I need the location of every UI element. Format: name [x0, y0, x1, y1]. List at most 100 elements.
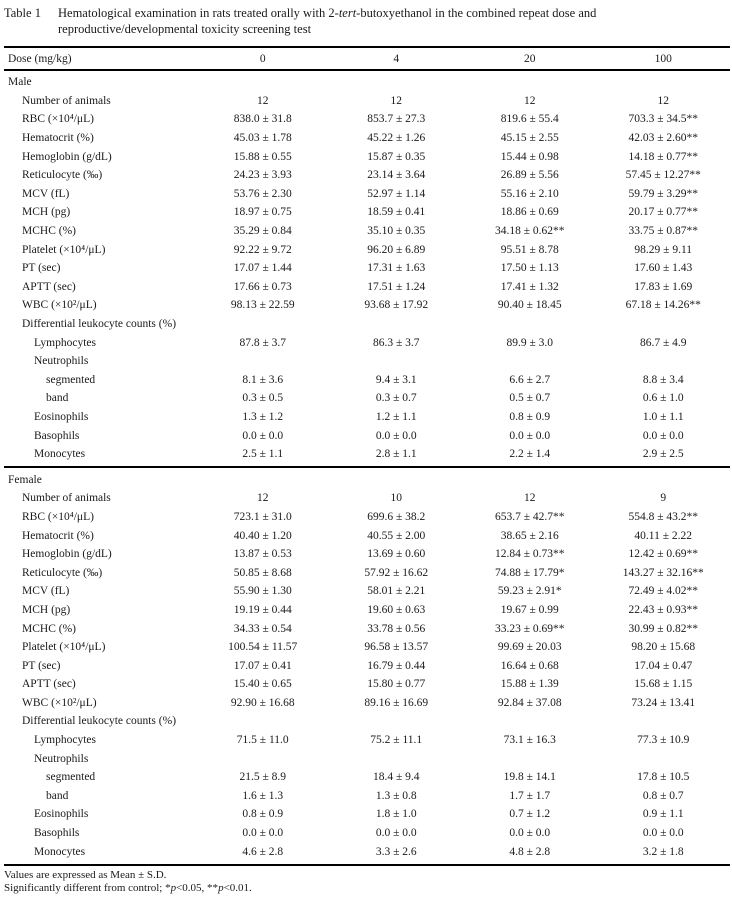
cell-value: 0.0 ± 0.0	[642, 827, 684, 840]
table-row: Reticulocyte (‰) 50.85 ± 8.68 57.92 ± 16.6…	[4, 563, 730, 582]
row-label: PT (sec)	[22, 659, 61, 672]
section-name: Female	[8, 473, 42, 486]
row-label: RBC (×10⁴/μL)	[22, 113, 94, 126]
section-male: Male Number of animals 12 12 12 12 RBC (×10⁴/μ…	[4, 71, 730, 466]
table-row: MCV (fL) 55.90 ± 1.30 58.01 ± 2.21 59.23 ± …	[4, 582, 730, 601]
cell-value: 92.90 ± 16.68	[230, 696, 295, 709]
cell-value: 75.2 ± 11.1	[370, 734, 423, 747]
cell-value: 38.65 ± 2.16	[500, 529, 559, 542]
title-text-post: -butoxyethanol in the combined repeat do…	[58, 6, 597, 36]
cell-value: 0.0 ± 0.0	[242, 429, 284, 442]
cell-value: 17.50 ± 1.13	[500, 262, 559, 275]
cell-value: 57.92 ± 16.62	[364, 566, 429, 579]
section-name: Male	[8, 76, 32, 89]
cell-value: 17.60 ± 1.43	[634, 262, 693, 275]
cell-value: 96.58 ± 13.57	[364, 641, 429, 654]
data-table: Dose (mg/kg) 0 4 20 100 Male Number of an…	[4, 46, 730, 866]
cell-value: 2.8 ± 1.1	[375, 448, 417, 461]
cell-value: 45.03 ± 1.78	[233, 132, 292, 145]
row-label: Reticulocyte (‰)	[22, 169, 103, 182]
table-row: band 0.3 ± 0.5 0.3 ± 0.7 0.5 ± 0.7 0.6 ± 1.0	[4, 389, 730, 408]
cell-value: 18.4 ± 9.4	[372, 771, 420, 784]
cell-value: 42.03 ± 2.60**	[628, 132, 699, 145]
cell-value: 4.6 ± 2.8	[242, 845, 284, 858]
cell-value: 17.83 ± 1.69	[634, 280, 693, 293]
row-label: Monocytes	[34, 845, 86, 858]
cell-value: 6.6 ± 2.7	[509, 373, 551, 386]
cell-value: 554.8 ± 43.2**	[628, 510, 699, 523]
table-row: MCV (fL) 53.76 ± 2.30 52.97 ± 1.14 55.16 ± …	[4, 185, 730, 204]
cell-value: 723.1 ± 31.0	[233, 510, 292, 523]
cell-value: 34.33 ± 0.54	[233, 622, 292, 635]
cell-value: 14.18 ± 0.77**	[628, 150, 699, 163]
cell-value: 73.1 ± 16.3	[503, 734, 556, 747]
cell-value: 86.7 ± 4.9	[639, 336, 687, 349]
cell-value: 0.8 ± 0.7	[642, 789, 684, 802]
dose-header-label: Dose (mg/kg)	[8, 52, 72, 65]
cell-value: 19.8 ± 14.1	[503, 771, 556, 784]
row-label: Neutrophils	[34, 752, 89, 765]
cell-value: 0.3 ± 0.5	[242, 392, 284, 405]
section-header-row: Female	[4, 470, 730, 489]
table-title: Hematological examination in rats treate…	[58, 5, 730, 37]
cell-value: 16.79 ± 0.44	[367, 659, 426, 672]
cell-value: 12	[257, 492, 269, 505]
cell-value: 0.7 ± 1.2	[509, 808, 551, 821]
cell-value: 12	[524, 492, 536, 505]
cell-value: 57.45 ± 12.27**	[625, 169, 701, 182]
cell-value: 653.7 ± 42.7**	[494, 510, 565, 523]
table-row: Hematocrit (%) 40.40 ± 1.20 40.55 ± 2.00 38…	[4, 526, 730, 545]
cell-value: 59.79 ± 3.29**	[628, 187, 699, 200]
cell-value: 1.0 ± 1.1	[642, 410, 684, 423]
cell-value: 22.43 ± 0.93**	[628, 603, 699, 616]
row-label: segmented	[46, 373, 96, 386]
table-row: segmented 8.1 ± 3.6 9.4 ± 3.1 6.6 ± 2.7 8.8 …	[4, 371, 730, 390]
cell-value: 15.68 ± 1.15	[634, 678, 693, 691]
cell-value: 33.23 ± 0.69**	[494, 622, 565, 635]
title-text-italic: tert	[338, 6, 357, 20]
cell-value: 73.24 ± 13.41	[631, 696, 696, 709]
row-label: RBC (×10⁴/μL)	[22, 510, 94, 523]
cell-value: 30.99 ± 0.82**	[628, 622, 699, 635]
cell-value: 45.22 ± 1.26	[367, 132, 426, 145]
cell-value: 13.69 ± 0.60	[367, 548, 426, 561]
row-label: APTT (sec)	[22, 678, 76, 691]
table-row: segmented 21.5 ± 8.9 18.4 ± 9.4 19.8 ± 14.1…	[4, 768, 730, 787]
cell-value: 15.40 ± 0.65	[233, 678, 292, 691]
table-row: Monocytes 4.6 ± 2.8 3.3 ± 2.6 4.8 ± 2.8 3.2 …	[4, 842, 730, 861]
cell-value: 98.29 ± 9.11	[634, 243, 693, 256]
cell-value: 699.6 ± 38.2	[367, 510, 426, 523]
row-label: Platelet (×10⁴/μL)	[22, 243, 106, 256]
table-row: Monocytes 2.5 ± 1.1 2.8 ± 1.1 2.2 ± 1.4 2.9 …	[4, 445, 730, 464]
table-row: Neutrophils	[4, 352, 730, 371]
table-row: RBC (×10⁴/μL) 838.0 ± 31.8 853.7 ± 27.3 819…	[4, 110, 730, 129]
row-label: Number of animals	[22, 492, 111, 505]
cell-value: 819.6 ± 55.4	[500, 113, 559, 126]
table-row: WBC (×10²/μL) 98.13 ± 22.59 93.68 ± 17.92 9…	[4, 296, 730, 315]
row-label: Basophils	[34, 429, 80, 442]
cell-value: 2.9 ± 2.5	[642, 448, 684, 461]
dose-column-header: 100	[654, 52, 672, 65]
cell-value: 703.3 ± 34.5**	[628, 113, 699, 126]
cell-value: 17.31 ± 1.63	[367, 262, 426, 275]
table-row: Eosinophils 1.3 ± 1.2 1.2 ± 1.1 0.8 ± 0.9 1.…	[4, 408, 730, 427]
cell-value: 53.76 ± 2.30	[233, 187, 292, 200]
table-row: Reticulocyte (‰) 24.23 ± 3.93 23.14 ± 3.64…	[4, 166, 730, 185]
row-label: MCV (fL)	[22, 187, 70, 200]
cell-value: 92.84 ± 37.08	[497, 696, 562, 709]
cell-value: 0.6 ± 1.0	[642, 392, 684, 405]
cell-value: 2.2 ± 1.4	[509, 448, 551, 461]
table-row: APTT (sec) 17.66 ± 0.73 17.51 ± 1.24 17.41 …	[4, 278, 730, 297]
cell-value: 74.88 ± 17.79*	[494, 566, 565, 579]
cell-value: 17.51 ± 1.24	[367, 280, 426, 293]
table-header-row: Dose (mg/kg) 0 4 20 100	[4, 48, 730, 71]
title-text-pre: Hematological examination in rats treate…	[58, 6, 339, 20]
cell-value: 50.85 ± 8.68	[233, 566, 292, 579]
row-label: Monocytes	[34, 448, 86, 461]
table-row: PT (sec) 17.07 ± 1.44 17.31 ± 1.63 17.50 ± …	[4, 259, 730, 278]
cell-value: 17.8 ± 10.5	[637, 771, 690, 784]
cell-value: 52.97 ± 1.14	[367, 187, 426, 200]
cell-value: 1.7 ± 1.7	[509, 789, 551, 802]
cell-value: 67.18 ± 14.26**	[625, 299, 701, 312]
